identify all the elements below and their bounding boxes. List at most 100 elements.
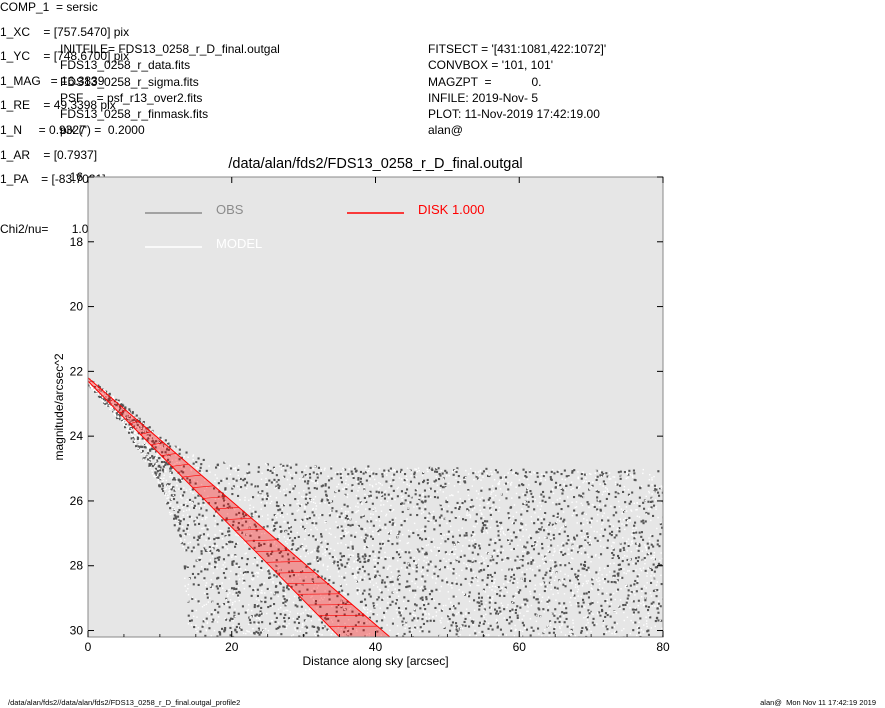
model-point [625,510,628,512]
model-point [655,508,657,510]
model-point [599,567,601,569]
obs-point [642,501,645,504]
obs-point [259,584,262,587]
model-point [432,510,435,513]
obs-point [254,510,257,513]
obs-point [552,514,555,517]
obs-point [436,470,439,473]
model-point [315,514,317,516]
obs-point [401,620,404,623]
model-point [567,553,569,555]
obs-point [435,479,438,482]
model-point [298,492,300,494]
model-point [450,602,452,604]
model-point [122,421,125,423]
model-point [416,620,418,622]
obs-point [192,583,195,586]
model-point [568,476,570,478]
model-point [356,480,358,483]
obs-point [157,477,160,480]
model-point [380,634,382,636]
model-point [605,631,608,634]
model-point [598,557,600,559]
obs-point [588,612,591,615]
obs-point [553,565,556,568]
model-point [428,537,430,539]
obs-point [602,535,605,538]
model-point [290,474,292,476]
model-point [201,527,203,530]
obs-point [190,619,193,622]
model-point [446,499,448,501]
model-point [510,483,512,485]
model-point [468,583,470,585]
obs-point [464,500,467,503]
model-point [428,519,430,521]
model-point [246,610,248,612]
obs-point [383,497,386,500]
model-point [506,606,508,609]
model-point [131,418,133,420]
model-point [599,471,601,473]
obs-point [633,608,636,611]
obs-point [605,625,608,628]
obs-point [536,472,539,475]
obs-point [389,467,392,470]
model-point [410,475,412,477]
obs-point [565,475,568,478]
model-point [208,465,210,467]
model-point [234,608,236,610]
obs-point [225,477,228,480]
obs-point [608,532,611,535]
obs-point [455,559,458,562]
model-point [367,545,369,548]
obs-point [273,524,276,527]
obs-point [468,595,471,598]
obs-point [351,484,354,487]
model-point [334,536,337,538]
model-point [650,534,652,536]
obs-point [421,598,424,601]
obs-point [422,566,425,569]
model-point [137,428,140,430]
model-point [289,547,292,549]
model-point [394,498,396,501]
obs-point [224,627,227,630]
obs-point [532,548,535,551]
model-point [261,494,263,497]
obs-point [335,606,338,609]
model-point [628,570,630,572]
obs-point [653,558,656,561]
obs-point [505,618,508,621]
obs-point [381,475,384,478]
obs-point [388,532,391,535]
obs-point [343,576,346,579]
model-point [523,615,525,617]
model-point [627,477,629,479]
obs-point [248,471,251,474]
obs-point [206,596,209,599]
obs-point [295,471,298,474]
obs-point [359,600,362,603]
model-point [314,527,317,529]
obs-point [458,507,461,510]
model-point [237,575,240,577]
model-point [630,592,632,594]
model-point [281,558,283,560]
obs-point [411,619,414,622]
obs-point [649,500,652,503]
model-point [379,483,382,485]
model-point [268,498,270,500]
model-point [421,586,423,588]
obs-point [135,445,138,448]
obs-point [636,560,639,563]
model-point [234,600,236,603]
obs-point [292,574,295,577]
model-point [623,572,625,574]
model-point [632,476,634,478]
obs-point [580,631,583,634]
model-point [256,520,258,522]
model-point [362,606,365,608]
obs-point [319,472,322,475]
model-point [374,555,376,557]
